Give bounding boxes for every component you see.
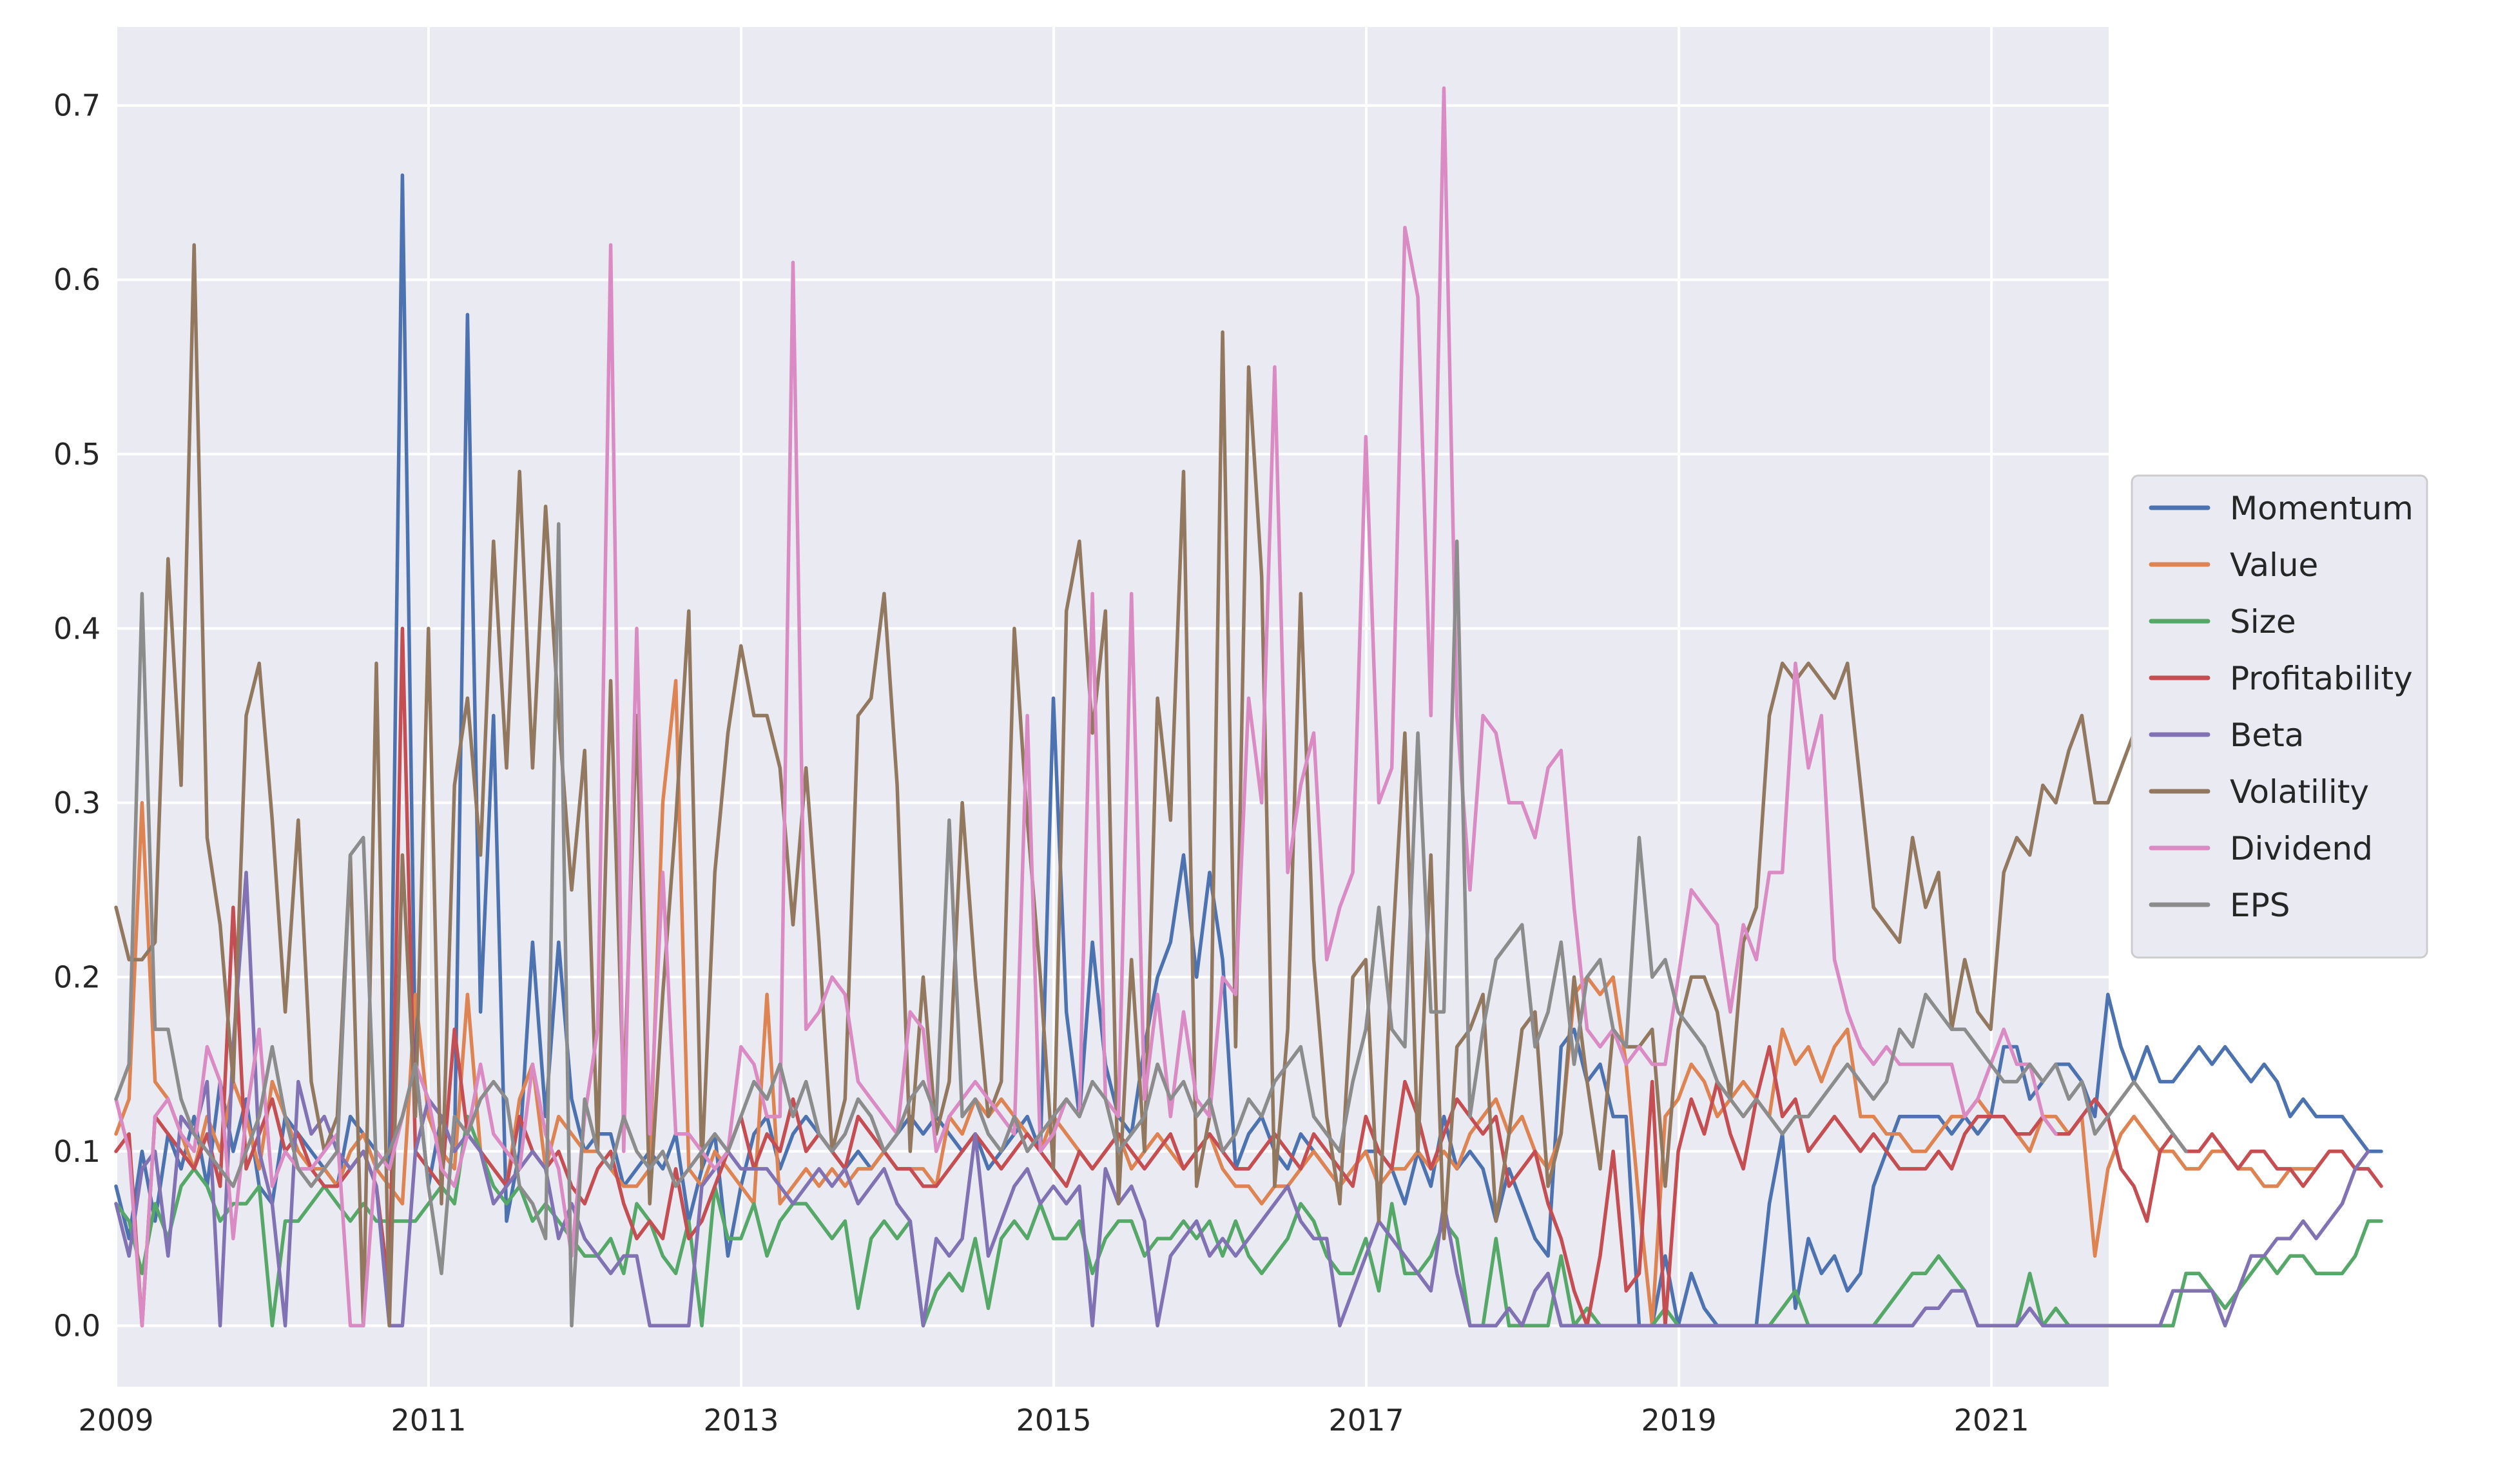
x-tick-label: 2021 — [1954, 1403, 2029, 1438]
x-tick-label: 2015 — [1016, 1403, 1092, 1438]
y-tick-label: 0.2 — [53, 959, 101, 994]
legend-label-volatility: Volatility — [2230, 773, 2369, 811]
series-line-volatility — [114, 243, 2240, 1328]
legend-label-momentum: Momentum — [2230, 490, 2414, 527]
y-tick-label: 0.3 — [53, 785, 101, 820]
y-tick-label: 0.0 — [53, 1308, 101, 1343]
legend: Momentum Value Size Profitability Beta Volati… — [2131, 474, 2428, 959]
legend-label-eps: EPS — [2230, 887, 2290, 924]
series-line-dividend — [114, 86, 2058, 1328]
x-tick-label: 2019 — [1641, 1403, 1717, 1438]
y-tick-label: 0.7 — [53, 88, 101, 123]
legend-label-size: Size — [2230, 603, 2296, 641]
series-line-beta — [114, 871, 2370, 1328]
y-tick-label: 0.1 — [53, 1134, 101, 1169]
series-line-eps — [114, 522, 2188, 1328]
legend-label-dividend: Dividend — [2230, 830, 2373, 867]
y-tick-label: 0.4 — [53, 611, 101, 646]
tick-labels: 2009 2011 2013 2015 2017 2019 2021 0.0 0.1 0.2 0.3… — [53, 88, 2029, 1438]
legend-label-profitability: Profitability — [2230, 660, 2413, 697]
legend-label-value: Value — [2230, 546, 2318, 584]
series-line-profitability — [114, 626, 2383, 1328]
legend-label-beta: Beta — [2230, 717, 2304, 754]
x-tick-label: 2011 — [391, 1403, 466, 1438]
y-tick-label: 0.6 — [53, 262, 101, 297]
series-lines — [114, 86, 2383, 1328]
x-tick-label: 2017 — [1329, 1403, 1404, 1438]
legend-box — [2131, 474, 2428, 959]
x-tick-label: 2013 — [704, 1403, 779, 1438]
series-line-momentum — [114, 173, 2383, 1328]
x-tick-label: 2009 — [78, 1403, 153, 1438]
y-tick-label: 0.5 — [53, 437, 101, 472]
